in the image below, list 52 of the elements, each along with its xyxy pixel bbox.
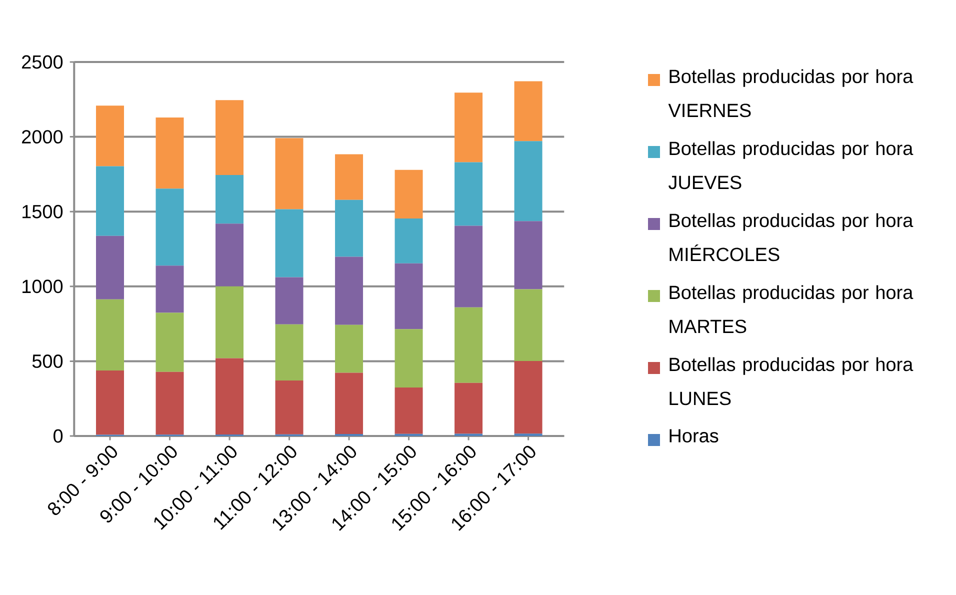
bar [275, 138, 304, 210]
bar [335, 256, 364, 325]
bar [275, 277, 304, 324]
legend-label: Botellas producidas por hora JUEVES [668, 141, 914, 190]
bar [454, 162, 483, 226]
y-tick-label: 2000 [22, 130, 63, 144]
legend-label: Botellas producidas por hora VIERNES [668, 69, 914, 118]
y-tick-label: 2500 [22, 55, 63, 69]
y-tick-label: 1000 [22, 280, 63, 294]
bar [394, 388, 423, 434]
bar [216, 100, 244, 175]
legend-label: Botellas producidas por hora LUNES [670, 357, 914, 406]
bar [216, 286, 244, 358]
bar [335, 324, 364, 373]
bar [216, 358, 244, 435]
bar [394, 218, 423, 264]
bar [96, 236, 124, 300]
bar [275, 209, 304, 278]
bar [96, 370, 124, 435]
legend-label: Horas [670, 429, 718, 442]
bar [394, 170, 423, 218]
y-tick-label: 1500 [22, 204, 63, 218]
bar [514, 81, 542, 142]
bar [156, 372, 184, 435]
bar [156, 118, 184, 189]
bar [454, 226, 483, 308]
bar [454, 92, 483, 162]
bar [275, 380, 304, 434]
y-tick-label: 500 [32, 354, 63, 368]
bar [96, 166, 124, 236]
bar [514, 289, 542, 362]
bar [514, 141, 542, 222]
bar [454, 382, 483, 434]
bar [275, 324, 304, 380]
bar [156, 312, 184, 372]
legend-label: Botellas producidas por hora MARTES [670, 285, 914, 334]
bar [454, 307, 483, 383]
bar [335, 200, 364, 257]
y-tick-label: 0 [54, 429, 63, 443]
bar [156, 266, 184, 313]
bar [394, 329, 423, 388]
bar [96, 106, 124, 166]
bar [335, 154, 364, 200]
bar [335, 372, 364, 434]
bar [216, 224, 244, 286]
bar [216, 174, 244, 224]
bar [514, 221, 542, 290]
bar [96, 299, 124, 370]
legend-label: Botellas producidas por hora MIÉRCOLES [670, 213, 914, 262]
bar [394, 263, 423, 330]
bar [514, 361, 542, 434]
bar [156, 188, 184, 266]
